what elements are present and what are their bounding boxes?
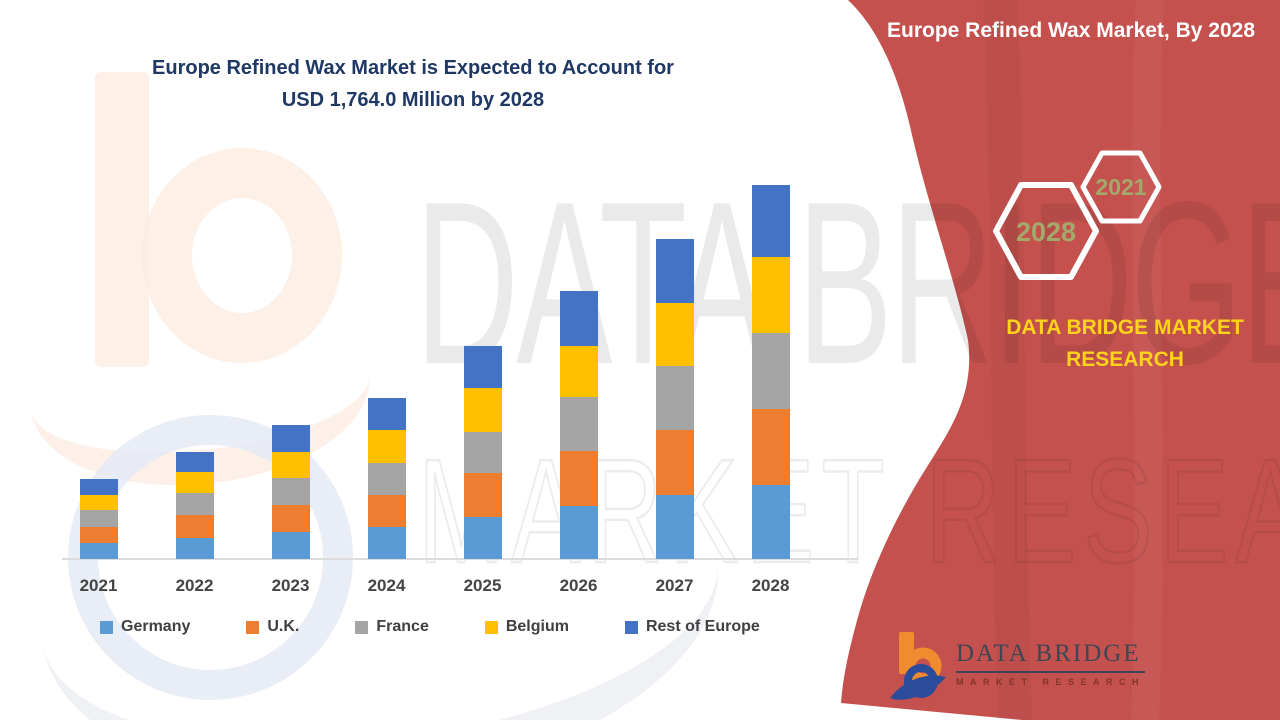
bar-segment-2026-u-k-: [559, 451, 598, 506]
bar-segment-2025-france: [463, 432, 502, 473]
bar-column-2021: [79, 479, 118, 559]
bar-column-2028: [751, 185, 790, 559]
bar-segment-2026-germany: [559, 506, 598, 559]
legend-swatch-icon: [484, 620, 498, 634]
bar-segment-2024-france: [367, 463, 406, 495]
hexagon-2028: 2028: [993, 182, 1099, 280]
legend-label: Germany: [121, 618, 191, 635]
brand-text: DATA BRIDGE MARKET RESEARCH: [1006, 316, 1244, 371]
bar-segment-2027-belgium: [655, 302, 694, 366]
bar-segment-2023-germany: [271, 532, 310, 559]
bar-column-2023: [271, 425, 310, 559]
x-axis-label-2026: 2026: [559, 576, 598, 595]
legend-item-u-k-: U.K.: [246, 618, 299, 636]
bar-segment-2028-rest-of-europe: [751, 185, 790, 257]
bar-column-2022: [175, 452, 214, 559]
bar-segment-2021-u-k-: [79, 527, 118, 544]
legend-item-germany: Germany: [100, 618, 190, 636]
bar-segment-2027-germany: [655, 495, 694, 559]
bar-segment-2024-u-k-: [367, 495, 406, 527]
bar-segment-2027-france: [655, 365, 694, 430]
x-axis-line: [62, 558, 858, 560]
right-panel-title: Europe Refined Wax Market, By 2028: [886, 19, 1255, 42]
footer-brand-name: DATA BRIDGE: [956, 640, 1146, 673]
bar-segment-2025-u-k-: [463, 472, 502, 517]
legend-item-france: France: [355, 618, 429, 636]
bar-segment-2028-u-k-: [751, 408, 790, 485]
bar-column-2026: [559, 291, 598, 559]
footer-logo: DATA BRIDGE MARKET RESEARCH: [890, 630, 1146, 710]
x-axis-label-2028: 2028: [751, 576, 790, 595]
bar-segment-2025-rest-of-europe: [463, 345, 502, 388]
legend-swatch-icon: [624, 620, 638, 634]
legend-swatch-icon: [246, 620, 260, 634]
legend-item-belgium: Belgium: [484, 618, 569, 636]
footer-logo-b-icon: [890, 632, 946, 700]
bar-segment-2024-germany: [367, 527, 406, 559]
bar-segment-2027-rest-of-europe: [655, 238, 694, 303]
bar-segment-2023-belgium: [271, 452, 310, 479]
legend-label: Rest of Europe: [645, 618, 760, 635]
footer-logo-text: DATA BRIDGE MARKET RESEARCH: [956, 640, 1146, 687]
x-axis-label-2027: 2027: [655, 576, 694, 595]
bar-segment-2025-germany: [463, 517, 502, 559]
bar-segment-2026-france: [559, 397, 598, 452]
bar-segment-2022-belgium: [175, 472, 214, 494]
bar-segment-2021-germany: [79, 543, 118, 559]
bar-segment-2022-france: [175, 493, 214, 516]
bar-column-2025: [463, 345, 502, 559]
legend-swatch-icon: [100, 620, 113, 634]
bar-segment-2023-france: [271, 478, 310, 506]
bar-segment-2024-rest-of-europe: [367, 397, 406, 430]
hexagon-2021: 2021: [1080, 150, 1162, 224]
bar-segment-2023-u-k-: [271, 505, 310, 533]
bar-segment-2028-belgium: [751, 256, 790, 333]
bar-segment-2022-u-k-: [175, 515, 214, 538]
bar-segment-2021-france: [79, 510, 118, 528]
bar-segment-2027-u-k-: [655, 429, 694, 495]
chart-legend: Germany U.K. France Belgium Rest of Europe: [100, 618, 760, 636]
x-axis-label-2024: 2024: [367, 576, 406, 595]
bar-segment-2026-rest-of-europe: [559, 291, 598, 346]
chart-title-line1: Europe Refined Wax Market is Expected to…: [152, 57, 674, 79]
bar-column-2024: [367, 397, 406, 559]
legend-swatch-icon: [355, 620, 369, 634]
hexagon-2021-label: 2021: [1095, 174, 1146, 200]
legend-item-rest-of-europe: Rest of Europe: [624, 618, 760, 636]
bar-segment-2028-france: [751, 332, 790, 409]
bar-segment-2021-rest-of-europe: [79, 479, 118, 496]
bar-segment-2025-belgium: [463, 387, 502, 433]
chart-title: Europe Refined Wax Market is Expected to…: [60, 52, 766, 116]
legend-label: U.K.: [267, 618, 300, 635]
watermark-logo-b-stem: [95, 72, 149, 367]
legend-label: France: [376, 618, 429, 635]
x-axis-label-2022: 2022: [175, 576, 214, 595]
x-axis-label-2021: 2021: [79, 576, 118, 595]
bar-segment-2023-rest-of-europe: [271, 425, 310, 453]
footer-brand-tagline: MARKET RESEARCH: [956, 677, 1146, 687]
bar-segment-2024-belgium: [367, 429, 406, 463]
bar-segment-2022-germany: [175, 538, 214, 559]
bar-segment-2026-belgium: [559, 345, 598, 398]
bar-segment-2028-germany: [751, 484, 790, 559]
x-axis-label-2025: 2025: [463, 576, 502, 595]
x-axis-label-2023: 2023: [271, 576, 310, 595]
bar-segment-2022-rest-of-europe: [175, 452, 214, 473]
legend-label: Belgium: [505, 618, 569, 635]
chart-title-line2: USD 1,764.0 Million by 2028: [281, 89, 545, 111]
bar-segment-2021-belgium: [79, 495, 118, 511]
hexagon-2028-label: 2028: [1016, 217, 1076, 247]
bar-column-2027: [655, 238, 694, 559]
